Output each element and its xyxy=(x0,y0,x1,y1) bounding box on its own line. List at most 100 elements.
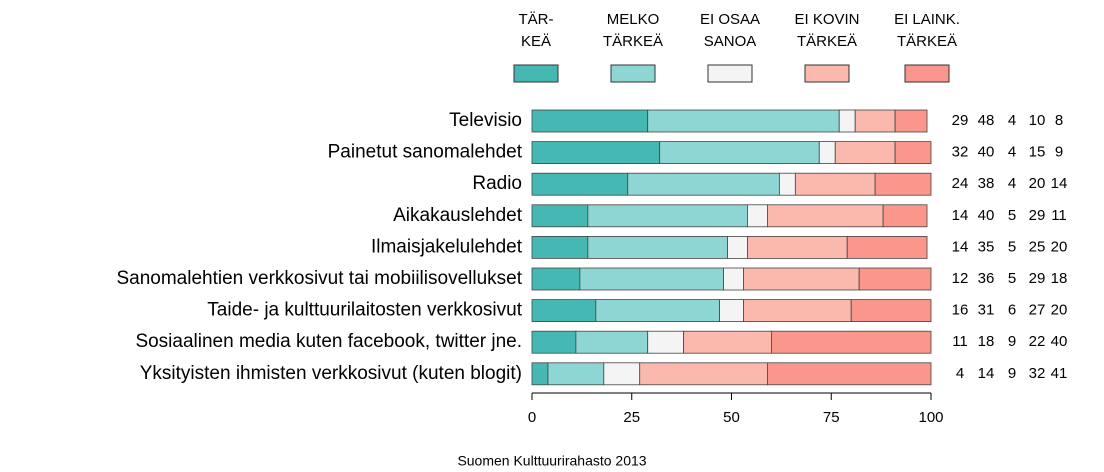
bar-segment xyxy=(639,362,768,386)
value-label: 15 xyxy=(1029,144,1046,161)
value-label: 20 xyxy=(1029,175,1046,192)
legend-label: EI OSAA SANOA xyxy=(699,11,761,50)
legend-swatch xyxy=(513,64,559,83)
value-label: 27 xyxy=(1029,302,1046,319)
bar-segment xyxy=(778,172,796,196)
bar-segment xyxy=(874,172,932,196)
value-label: 38 xyxy=(978,175,995,192)
legend-swatch xyxy=(904,64,950,83)
bar-segment xyxy=(595,299,720,323)
value-label: 29 xyxy=(1029,270,1046,287)
bar-segment xyxy=(587,204,748,228)
legend-swatch xyxy=(804,64,850,83)
category-label: Taide- ja kulttuurilaitosten verkkosivut xyxy=(207,300,522,321)
legend-label: EI LAINK. TÄRKEÄ xyxy=(894,11,960,50)
value-label: 4 xyxy=(1008,112,1016,129)
value-label: 4 xyxy=(1008,144,1016,161)
bar-segment xyxy=(683,330,772,354)
value-label: 40 xyxy=(978,144,995,161)
category-label: Aikakauslehdet xyxy=(393,205,523,226)
bar-segment xyxy=(575,330,649,354)
value-label: 48 xyxy=(978,112,995,129)
value-label: 8 xyxy=(1055,112,1063,129)
value-label: 20 xyxy=(1051,302,1068,319)
bar-segment xyxy=(531,330,577,354)
bar-segment xyxy=(647,109,840,133)
value-label: 14 xyxy=(952,238,969,255)
x-tick-label: 0 xyxy=(528,409,536,426)
bar-segment xyxy=(531,172,629,196)
bar-segment xyxy=(531,299,597,323)
value-label: 16 xyxy=(952,302,969,319)
value-label: 5 xyxy=(1008,207,1016,224)
category-label: Painetut sanomalehdet xyxy=(328,142,523,163)
bar-segment xyxy=(531,141,661,165)
value-label: 32 xyxy=(1029,365,1046,382)
bar-segment xyxy=(794,172,876,196)
value-label: 9 xyxy=(1055,144,1063,161)
bar-segment xyxy=(719,299,744,323)
value-label: 9 xyxy=(1008,365,1016,382)
value-label: 35 xyxy=(978,238,995,255)
value-label: 32 xyxy=(952,144,969,161)
value-label: 11 xyxy=(1051,207,1067,224)
bar-segment xyxy=(531,362,549,386)
value-label: 40 xyxy=(978,207,995,224)
bar-segment xyxy=(579,267,724,291)
bar-segment xyxy=(531,235,589,259)
value-label: 14 xyxy=(952,207,969,224)
bar-segment xyxy=(818,141,836,165)
value-label: 36 xyxy=(978,270,995,287)
legend-swatch xyxy=(610,64,656,83)
value-label: 14 xyxy=(978,365,995,382)
legend-label: TÄR- KEÄ xyxy=(518,11,554,50)
legend-label: MELKO TÄRKEÄ xyxy=(602,11,663,50)
bar-segment xyxy=(747,235,848,259)
bar-segment xyxy=(723,267,744,291)
value-label: 6 xyxy=(1008,302,1016,319)
bar-segment xyxy=(858,267,932,291)
value-label: 41 xyxy=(1051,365,1068,382)
bar-segment xyxy=(767,362,932,386)
source: Suomen Kulttuurirahasto 2013 xyxy=(457,453,646,469)
value-label: 24 xyxy=(952,175,969,192)
bar-segment xyxy=(894,109,928,133)
bar-segment xyxy=(846,235,928,259)
category-label: Televisio xyxy=(449,110,522,131)
value-label: 11 xyxy=(952,333,968,350)
bar-segment xyxy=(547,362,605,386)
value-label: 22 xyxy=(1029,333,1046,350)
value-label: 5 xyxy=(1008,238,1016,255)
bar-segment xyxy=(659,141,820,165)
legend-label: EI KOVIN TÄRKEÄ xyxy=(794,11,860,50)
category-label: Sosiaalinen media kuten facebook, twitte… xyxy=(135,331,522,352)
bar-segment xyxy=(727,235,748,259)
value-label: 10 xyxy=(1029,112,1046,129)
bar-segment xyxy=(531,109,649,133)
legend-swatch xyxy=(707,64,753,83)
bar-segment xyxy=(850,299,932,323)
bar-segment xyxy=(834,141,896,165)
value-label: 4 xyxy=(956,365,964,382)
value-label: 40 xyxy=(1051,333,1068,350)
category-label: Sanomalehtien verkkosivut tai mobiilisov… xyxy=(116,268,522,289)
bar-segment xyxy=(771,330,932,354)
value-label: 5 xyxy=(1008,270,1016,287)
bar-segment xyxy=(854,109,896,133)
bar-segment xyxy=(838,109,856,133)
bar-segment xyxy=(603,362,641,386)
category-label: Radio xyxy=(472,173,522,194)
value-label: 12 xyxy=(952,270,969,287)
bar-segment xyxy=(743,267,860,291)
x-tick-label: 75 xyxy=(823,409,840,426)
bar-segment xyxy=(531,267,581,291)
bar-segment xyxy=(627,172,780,196)
x-tick-label: 50 xyxy=(723,409,740,426)
bar-segment xyxy=(531,204,589,228)
value-label: 31 xyxy=(978,302,995,319)
category-label: Yksityisten ihmisten verkkosivut (kuten … xyxy=(140,363,522,384)
category-label: Ilmaisjakelulehdet xyxy=(371,236,523,257)
value-label: 29 xyxy=(952,112,969,129)
value-label: 9 xyxy=(1008,333,1016,350)
